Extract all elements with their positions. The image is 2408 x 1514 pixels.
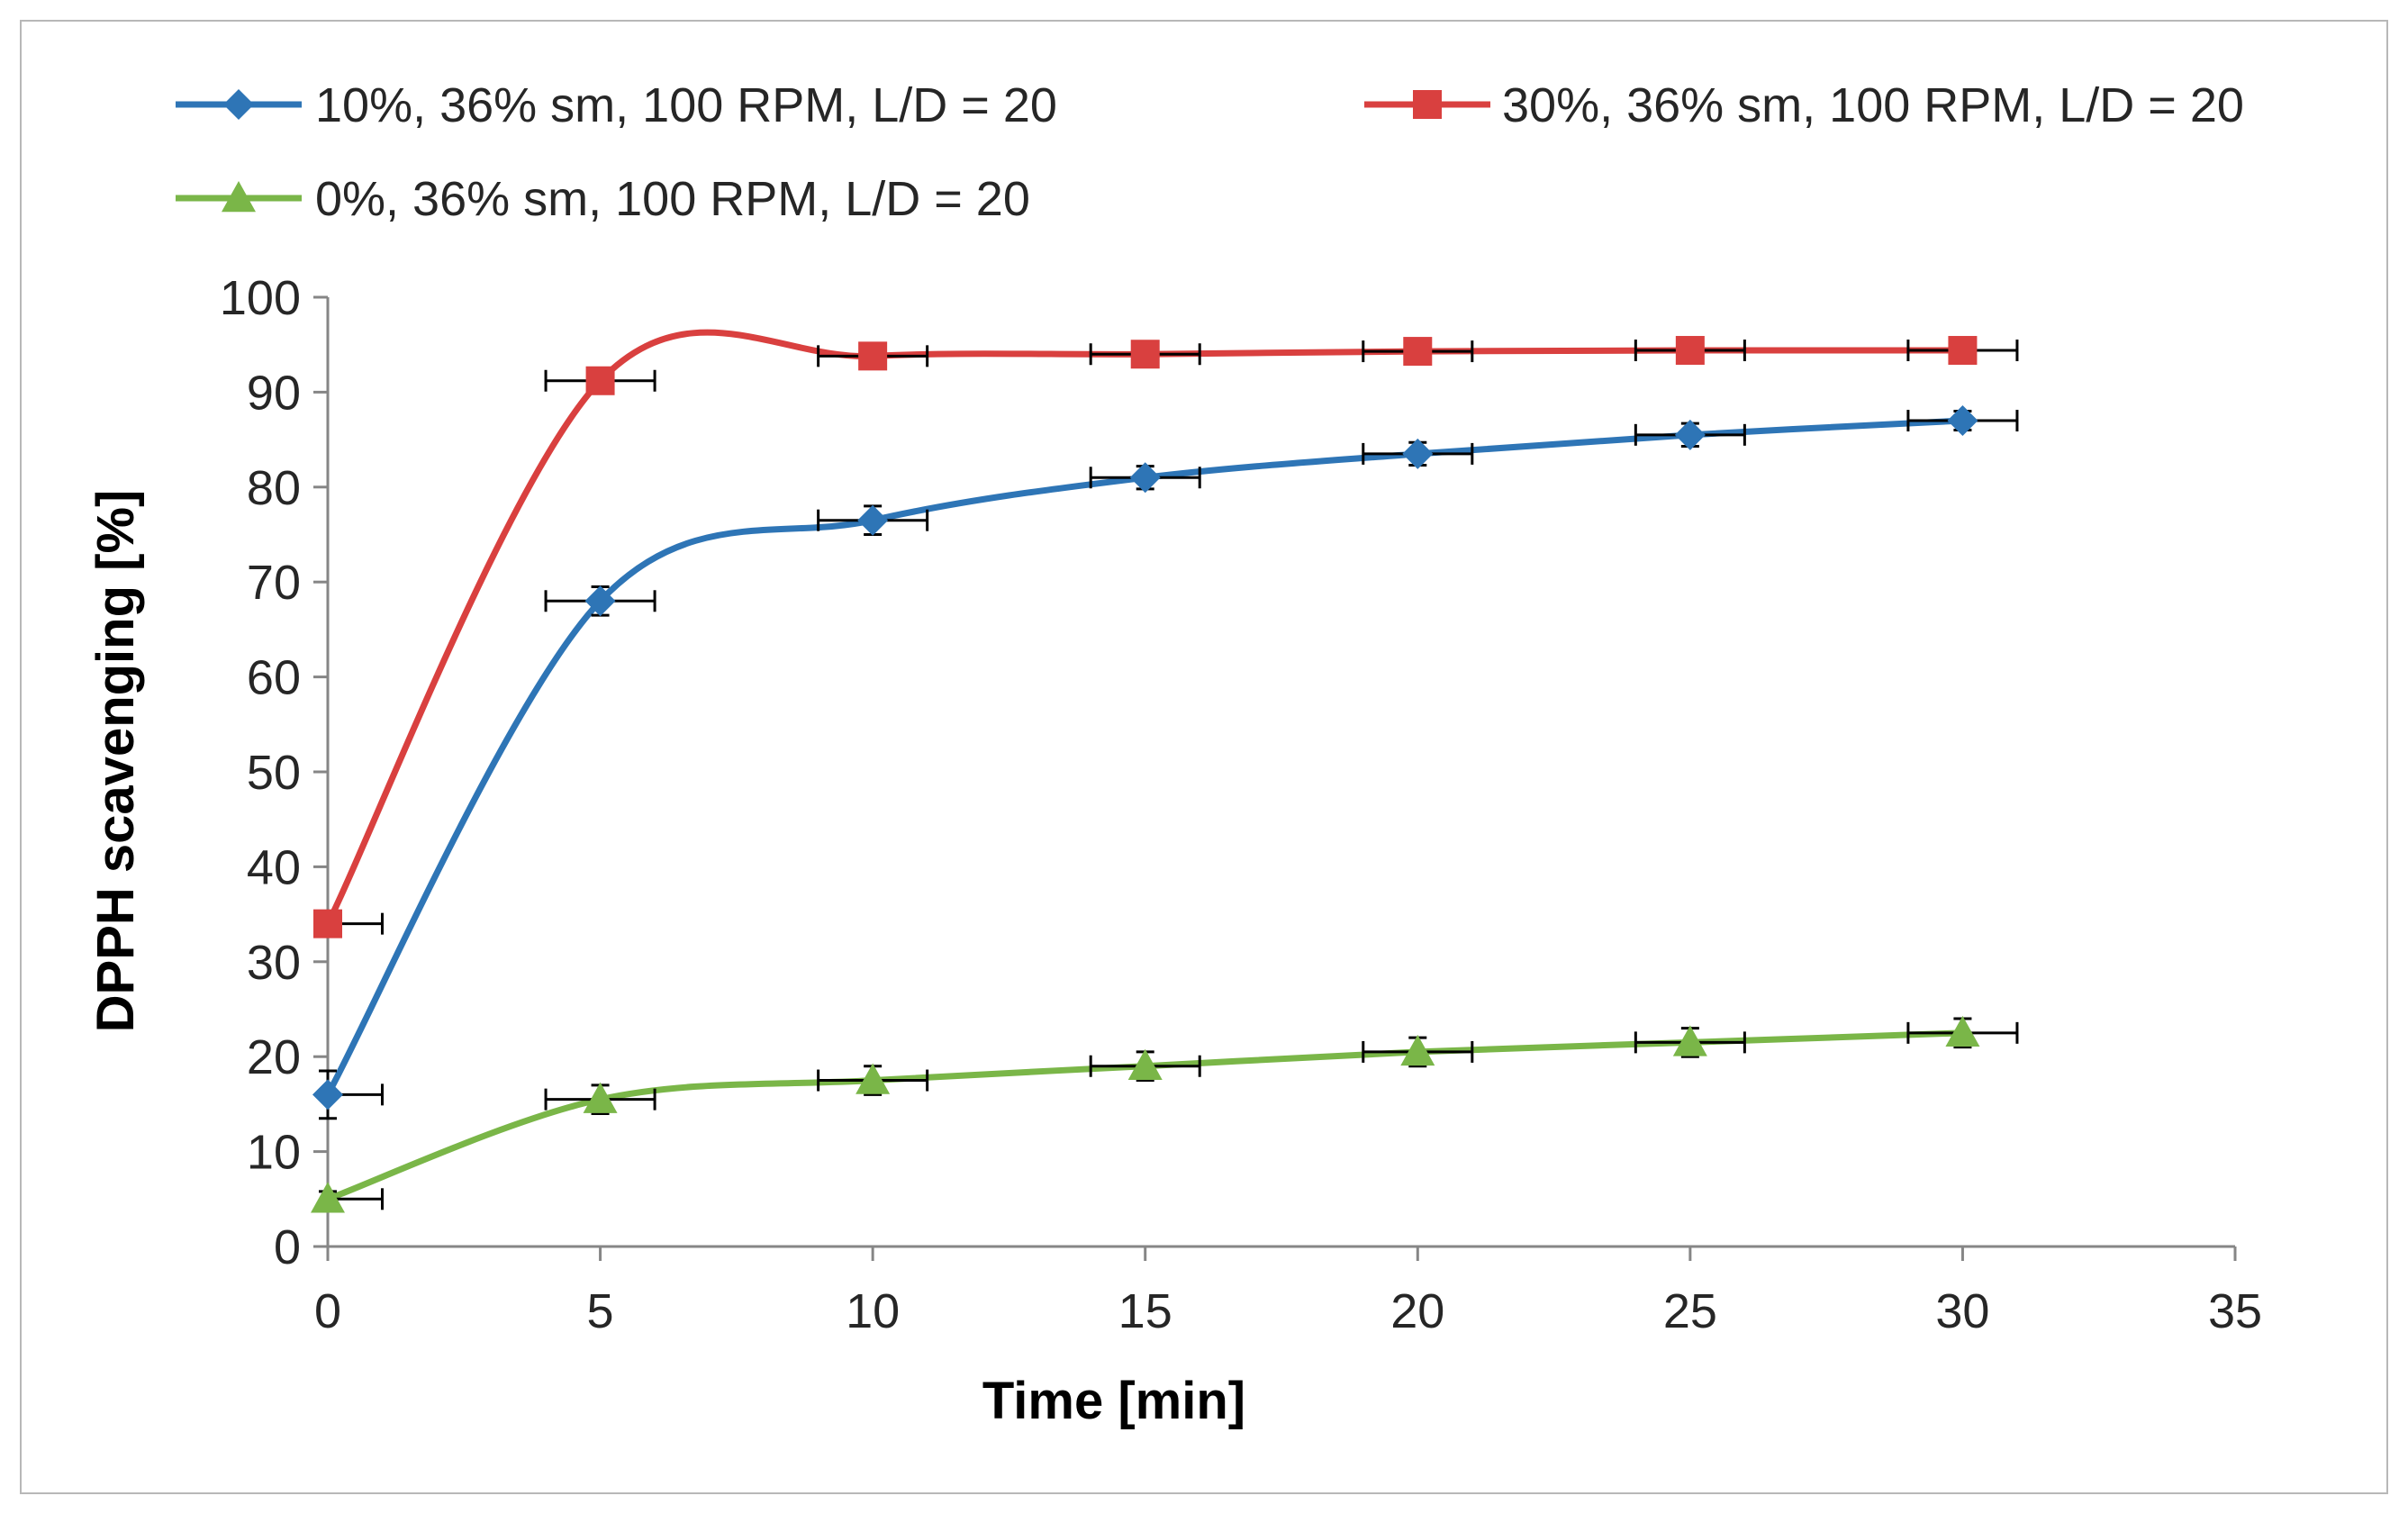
y-tick-label: 100 — [220, 271, 301, 325]
series-line — [324, 329, 1963, 926]
legend-marker-shape — [222, 181, 256, 213]
data-point — [1672, 1025, 1707, 1056]
data-point — [583, 1082, 618, 1113]
y-tick-label: 90 — [247, 366, 301, 420]
y-tick-label: 60 — [247, 651, 301, 705]
data-point — [1127, 1048, 1163, 1080]
axes: 0 10 20 30 40 50 60 70 80 90 100 0 5 10 15 20 25 30 35 — [220, 271, 2262, 1338]
legend: 10%, 36% sm, 100 RPM, L/D = 20 30%, 36% … — [176, 78, 2244, 226]
y-tick-label: 30 — [247, 936, 301, 990]
legend-marker-triangle — [222, 181, 256, 213]
data-point — [1947, 405, 1978, 437]
series-2 — [313, 329, 2019, 938]
series-3 — [311, 1015, 2019, 1213]
x-tick-label: 15 — [1118, 1284, 1172, 1338]
data-point — [1402, 438, 1434, 469]
data-point — [1130, 340, 1160, 369]
legend-entry-3: 0%, 36% sm, 100 RPM, L/D = 20 — [176, 172, 1030, 226]
x-tick-label: 5 — [587, 1284, 614, 1338]
x-tick-label: 20 — [1390, 1284, 1444, 1338]
data-point — [858, 341, 888, 371]
data-point — [312, 1079, 343, 1111]
y-axis-title: DPPH scavenging [%] — [86, 490, 145, 1033]
data-point — [313, 909, 342, 938]
data-point — [1674, 419, 1706, 450]
data-point — [1945, 1015, 1980, 1047]
legend-marker-shape — [1413, 90, 1442, 119]
data-point — [585, 366, 615, 395]
x-tick-label: 35 — [2208, 1284, 2262, 1338]
y-tick-label: 40 — [247, 840, 301, 894]
x-axis-title: Time [min] — [982, 1372, 1245, 1430]
series-line — [324, 417, 1963, 1097]
data-point — [1129, 462, 1161, 494]
y-tick-label: 80 — [247, 461, 301, 515]
data-point — [1400, 1034, 1435, 1066]
legend-marker-diamond — [223, 89, 254, 120]
data-point — [857, 504, 889, 536]
legend-marker-square — [1413, 90, 1442, 119]
chart-frame — [20, 20, 2388, 1494]
data-point — [1675, 336, 1705, 366]
y-tick-label: 70 — [247, 556, 301, 610]
data-point — [1948, 336, 1978, 366]
legend-label-1: 10%, 36% sm, 100 RPM, L/D = 20 — [315, 78, 1057, 132]
x-tick-label: 30 — [1935, 1284, 1989, 1338]
data-point — [855, 1063, 891, 1094]
data-point — [1403, 337, 1433, 367]
legend-entry-2: 30%, 36% sm, 100 RPM, L/D = 20 — [1364, 78, 2244, 132]
x-tick-label: 0 — [314, 1284, 341, 1338]
plot-area — [311, 329, 2019, 1213]
y-tick-label: 10 — [247, 1126, 301, 1180]
legend-entry-1: 10%, 36% sm, 100 RPM, L/D = 20 — [176, 78, 1057, 132]
data-point — [584, 585, 616, 617]
series-1 — [312, 405, 2019, 1120]
x-tick-label: 25 — [1663, 1284, 1717, 1338]
x-tick-label: 10 — [846, 1284, 900, 1338]
legend-label-2: 30%, 36% sm, 100 RPM, L/D = 20 — [1502, 78, 2244, 132]
y-tick-label: 0 — [274, 1220, 301, 1274]
y-tick-label: 20 — [247, 1030, 301, 1084]
y-tick-label: 50 — [247, 746, 301, 800]
legend-label-3: 0%, 36% sm, 100 RPM, L/D = 20 — [315, 172, 1030, 226]
data-point — [311, 1182, 345, 1213]
legend-marker-shape — [223, 89, 254, 120]
